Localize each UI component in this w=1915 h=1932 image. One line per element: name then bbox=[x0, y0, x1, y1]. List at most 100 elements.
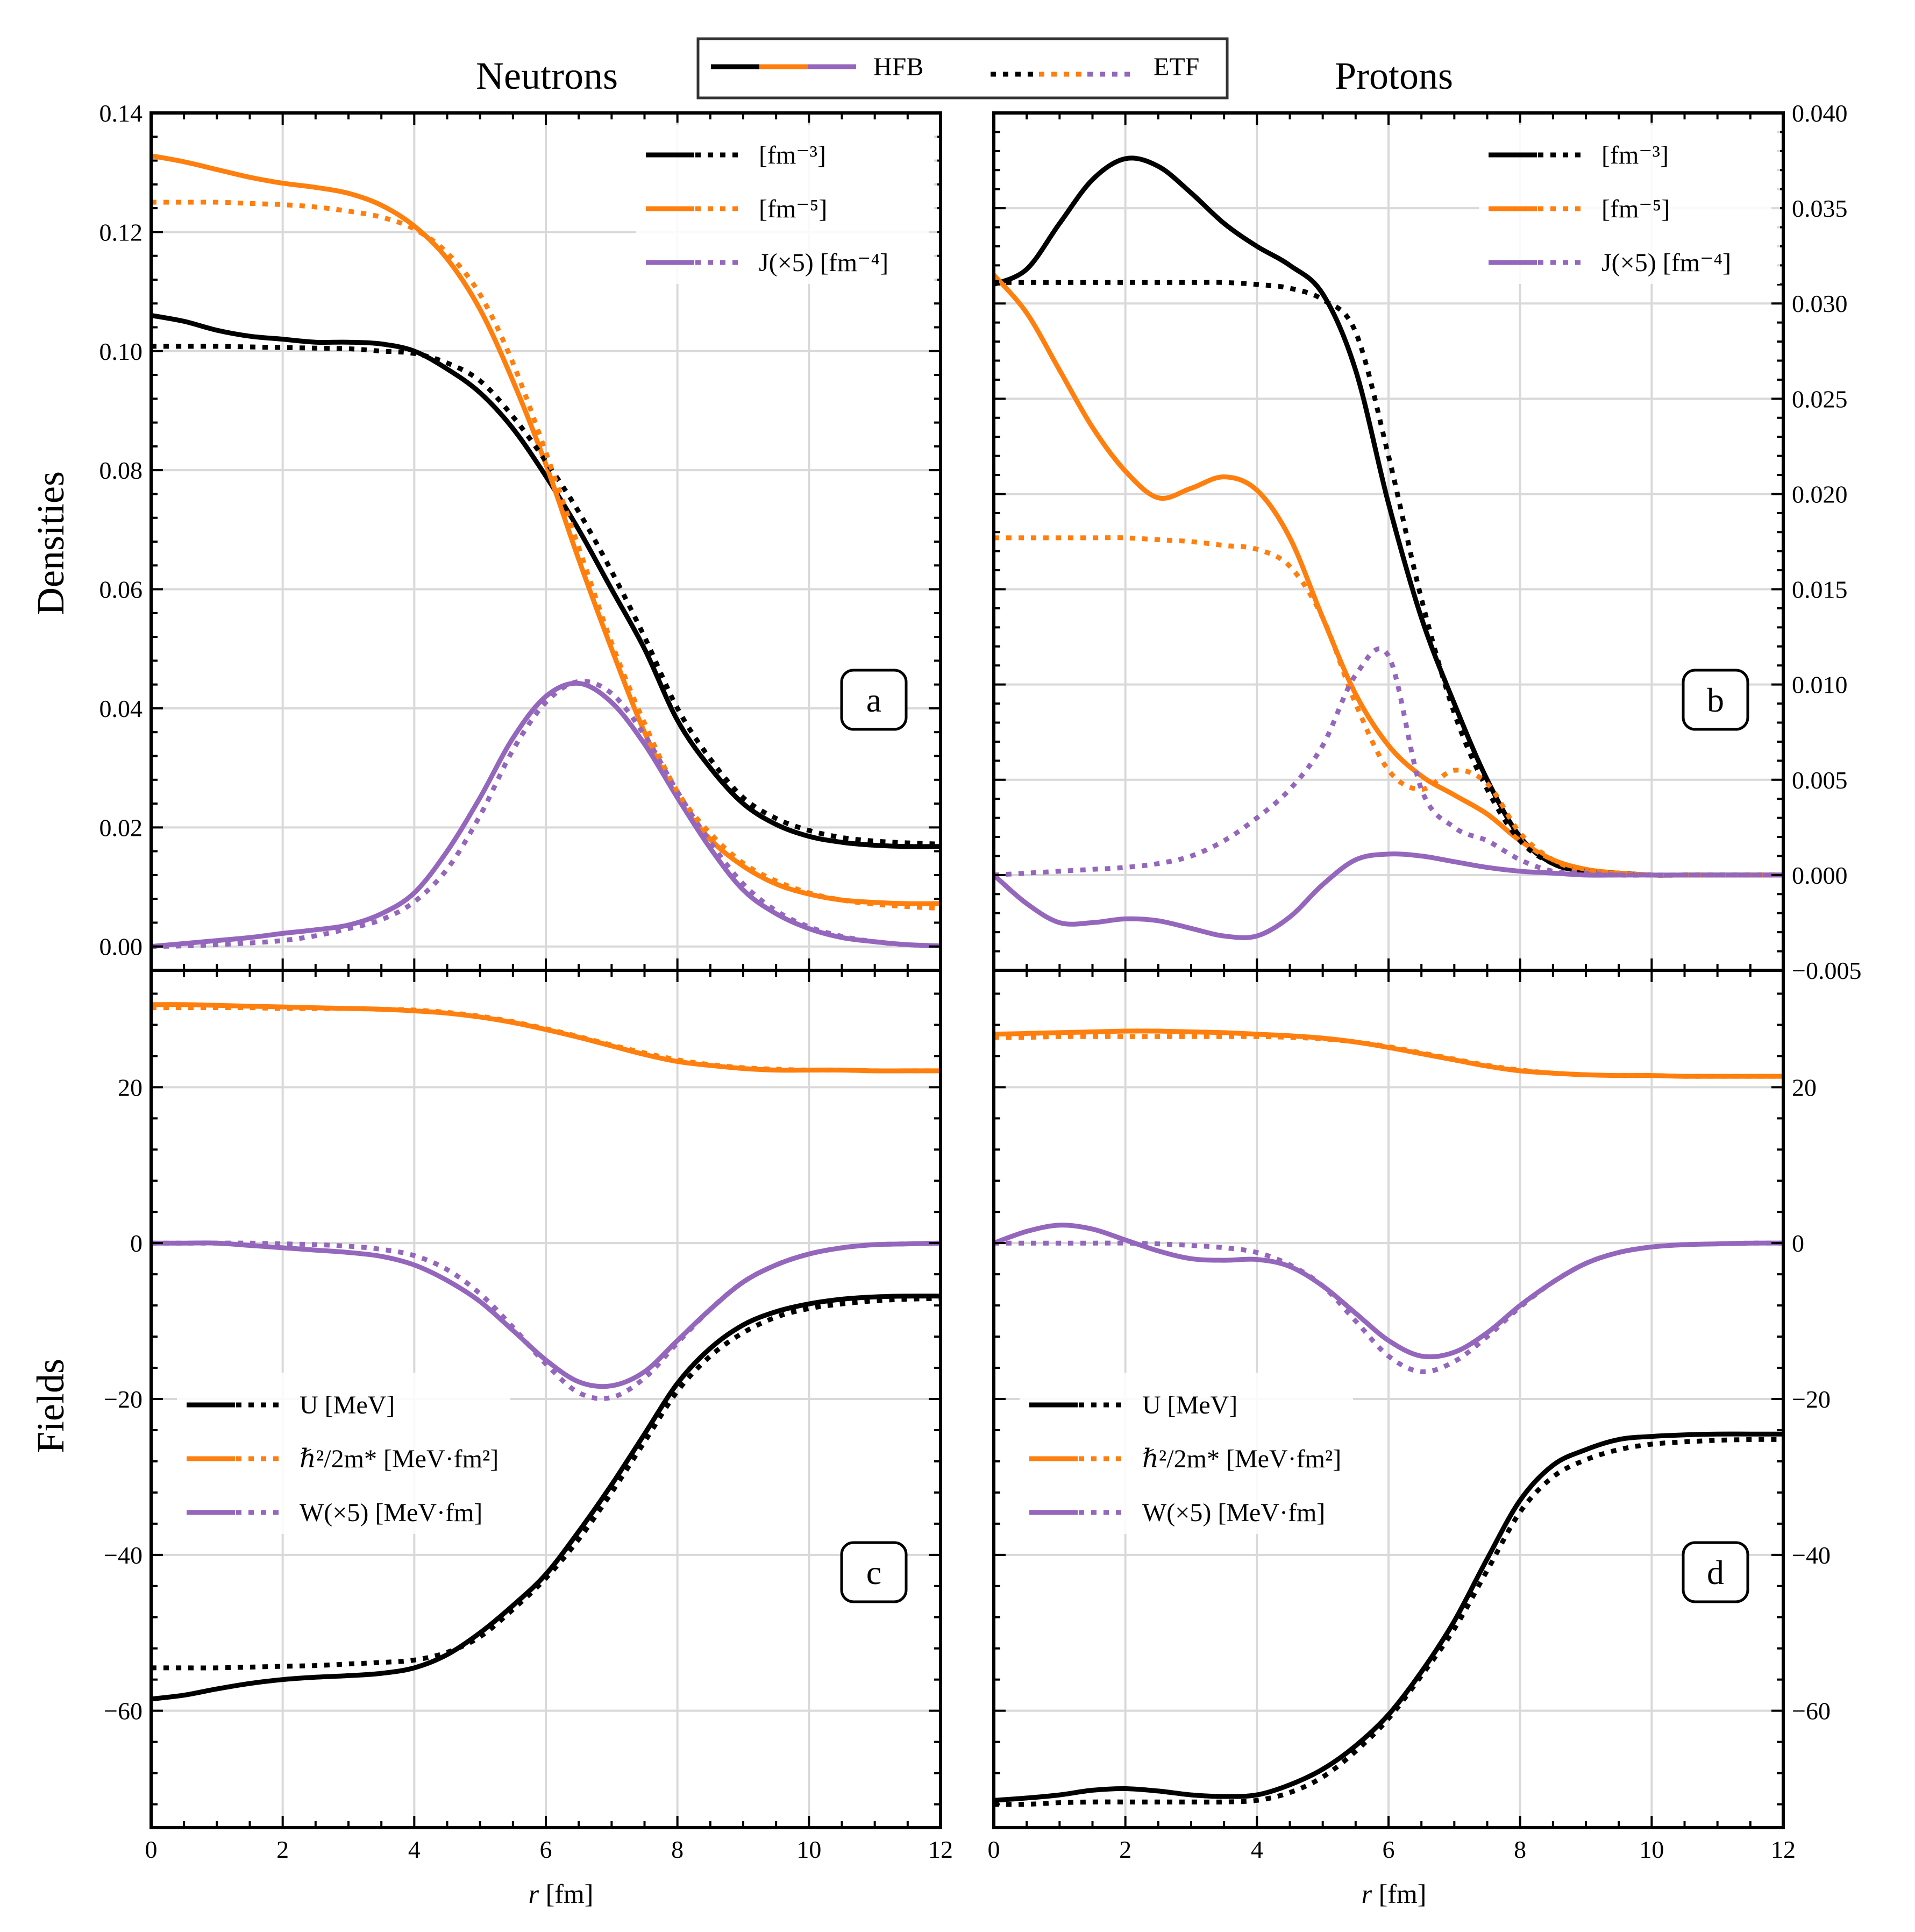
x-tick-label: 12 bbox=[1771, 1836, 1796, 1863]
panel-letter: c bbox=[866, 1553, 881, 1592]
y-tick-label: 0.00 bbox=[99, 933, 143, 961]
panel-letter-box bbox=[840, 1541, 908, 1603]
y-tick-label: −40 bbox=[1792, 1542, 1831, 1569]
y-tick-label: −60 bbox=[104, 1697, 143, 1725]
series-line-W-etf bbox=[151, 1240, 941, 1401]
series-line-J-etf bbox=[994, 646, 1783, 878]
series-line-U-hfb bbox=[994, 1431, 1783, 1803]
legend-label: [fm⁻³] bbox=[759, 141, 826, 169]
panels: 0.000.020.040.060.080.100.120.14a[fm⁻³][… bbox=[99, 100, 1862, 1863]
y-tick-label: 0.12 bbox=[99, 218, 143, 246]
series-line-h2m-etf bbox=[151, 1005, 941, 1074]
series-line-rho-hfb bbox=[151, 312, 941, 849]
y-tick-label: 0.010 bbox=[1792, 671, 1848, 699]
legend-background bbox=[1020, 1373, 1353, 1534]
y-tick-label: 0.035 bbox=[1792, 195, 1848, 222]
y-tick-label: 0.02 bbox=[99, 814, 143, 841]
x-tick-label: 10 bbox=[796, 1836, 821, 1863]
series-line-J-etf bbox=[151, 679, 941, 949]
legend-label: [fm⁻⁵] bbox=[1601, 195, 1670, 223]
legend-label: ℏ²/2m* [MeV·fm²] bbox=[300, 1445, 499, 1473]
title-neutrons: Neutrons bbox=[476, 54, 618, 97]
series-line-tau-etf bbox=[151, 200, 941, 911]
series-line-U-hfb bbox=[151, 1294, 941, 1702]
series-line-h2m-etf bbox=[994, 1034, 1783, 1079]
legend-label: U [MeV] bbox=[1142, 1391, 1237, 1419]
y-tick-label: 0.020 bbox=[1792, 480, 1848, 508]
y-tick-label: −0.005 bbox=[1792, 957, 1861, 984]
legend-d: U [MeV] ℏ²/2m* [MeV·fm²] W(×5) [MeV·fm] bbox=[1020, 1373, 1353, 1534]
series-line-W-etf bbox=[994, 1240, 1783, 1374]
grid-c bbox=[151, 970, 941, 1828]
series-group-c bbox=[151, 1002, 941, 1702]
legend-background bbox=[1479, 123, 1780, 284]
x-tick-label: 8 bbox=[671, 1836, 684, 1863]
series-group-a bbox=[151, 153, 941, 949]
series-group-d bbox=[994, 1028, 1783, 1807]
x-tick-label: 4 bbox=[1251, 1836, 1263, 1863]
series-line-U-etf bbox=[151, 1296, 941, 1671]
y-tick-label: 0.10 bbox=[99, 338, 143, 365]
legend-label: W(×5) [MeV·fm] bbox=[1142, 1498, 1325, 1527]
x-tick-label: 2 bbox=[276, 1836, 289, 1863]
panel-letter: b bbox=[1707, 681, 1724, 719]
x-tick-label: 8 bbox=[1514, 1836, 1526, 1863]
y-tick-label: −40 bbox=[104, 1542, 143, 1569]
ticks-c bbox=[150, 970, 942, 1828]
y-tick-label: 0.14 bbox=[99, 100, 143, 127]
hfb-legend-label: HFB bbox=[873, 53, 923, 81]
y-tick-label: 20 bbox=[1792, 1074, 1817, 1101]
y-tick-label: 0 bbox=[1792, 1230, 1804, 1257]
legend-label: [fm⁻⁵] bbox=[759, 195, 827, 223]
y-tick-label: 0.015 bbox=[1792, 576, 1848, 603]
ylabel-densities: Densities bbox=[29, 471, 72, 615]
y-tick-label: −60 bbox=[1792, 1697, 1831, 1725]
legend-label: ℏ²/2m* [MeV·fm²] bbox=[1142, 1445, 1341, 1473]
series-group-b bbox=[994, 155, 1783, 940]
legend-label: J(×5) [fm⁻⁴] bbox=[759, 248, 888, 277]
series-line-J-hfb bbox=[151, 680, 941, 949]
x-tick-label: 6 bbox=[540, 1836, 552, 1863]
panel-letter: a bbox=[866, 681, 881, 719]
x-tick-label: 2 bbox=[1119, 1836, 1131, 1863]
y-tick-label: 0.025 bbox=[1792, 385, 1848, 413]
ticks-d bbox=[993, 970, 1784, 1828]
xlabel-right-var: r bbox=[1362, 1879, 1372, 1909]
xlabel-right-unit: [fm] bbox=[1372, 1879, 1426, 1909]
panel-letter: d bbox=[1707, 1553, 1724, 1592]
legend-background bbox=[177, 1373, 510, 1534]
title-protons: Protons bbox=[1335, 54, 1453, 97]
legend-label: J(×5) [fm⁻⁴] bbox=[1601, 248, 1731, 277]
legend-b: [fm⁻³] [fm⁻⁵] J(×5) [fm⁻⁴] bbox=[1479, 123, 1780, 284]
panel-letter-box bbox=[840, 669, 908, 731]
y-tick-label: 0.04 bbox=[99, 695, 143, 722]
panel-a: 0.000.020.040.060.080.100.120.14a[fm⁻³][… bbox=[99, 100, 942, 972]
panel-letter-box bbox=[1682, 1541, 1749, 1603]
grid-d bbox=[994, 970, 1783, 1828]
y-tick-label: 0.06 bbox=[99, 576, 143, 603]
xlabel-right: r [fm] bbox=[1362, 1879, 1427, 1909]
y-tick-label: −20 bbox=[104, 1386, 143, 1413]
legend-label: U [MeV] bbox=[300, 1391, 395, 1419]
y-tick-label: 20 bbox=[118, 1074, 143, 1101]
x-tick-label: 10 bbox=[1639, 1836, 1664, 1863]
ylabel-fields: Fields bbox=[29, 1359, 72, 1453]
xlabel-left: r [fm] bbox=[529, 1879, 594, 1909]
x-tick-label: 6 bbox=[1383, 1836, 1395, 1863]
y-tick-label: 0.005 bbox=[1792, 766, 1848, 794]
series-line-rho-etf bbox=[994, 280, 1783, 878]
etf-legend-label: ETF bbox=[1154, 53, 1199, 81]
legend-background bbox=[636, 123, 937, 284]
model-legend: HFB ETF bbox=[696, 37, 1229, 100]
xlabel-left-var: r bbox=[529, 1879, 539, 1909]
y-tick-label: 0.000 bbox=[1792, 862, 1848, 889]
y-tick-label: −20 bbox=[1792, 1386, 1831, 1413]
panel-letter-box bbox=[1682, 669, 1749, 731]
legend-label: W(×5) [MeV·fm] bbox=[300, 1498, 482, 1527]
y-tick-label: 0.040 bbox=[1792, 100, 1848, 127]
x-tick-label: 4 bbox=[408, 1836, 421, 1863]
y-tick-label: 0.030 bbox=[1792, 290, 1848, 317]
legend-label: [fm⁻³] bbox=[1601, 141, 1669, 169]
